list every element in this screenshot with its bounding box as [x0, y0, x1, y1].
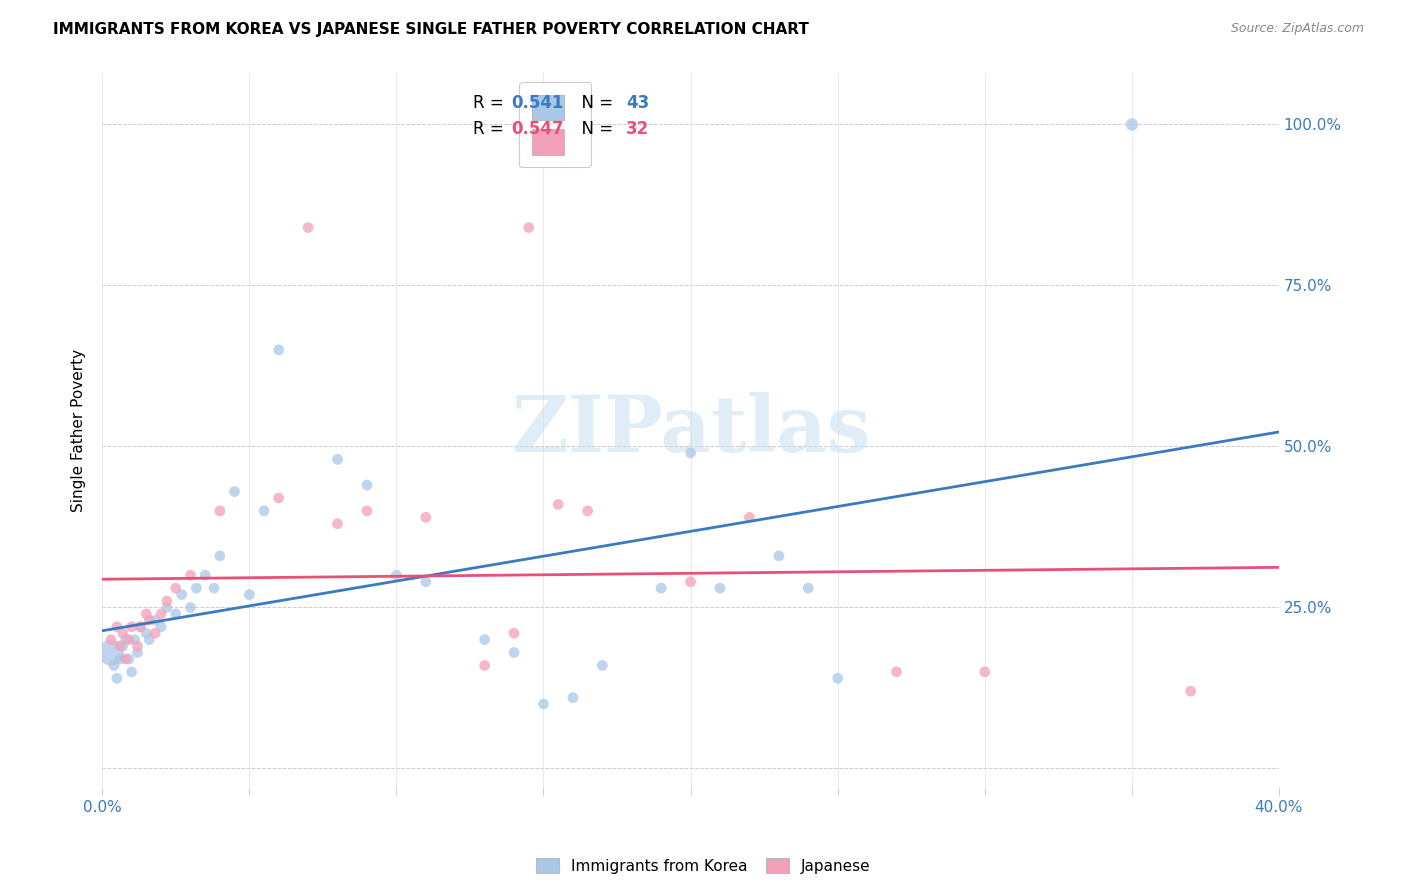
- Point: [1121, 118, 1143, 132]
- Text: N =: N =: [571, 94, 617, 112]
- Point: [224, 484, 246, 499]
- Point: [121, 620, 143, 634]
- Point: [105, 671, 128, 685]
- Point: [179, 600, 201, 615]
- Text: 0.541: 0.541: [512, 94, 564, 112]
- Point: [129, 620, 152, 634]
- Point: [118, 632, 141, 647]
- Point: [561, 690, 583, 705]
- Point: [105, 620, 128, 634]
- Point: [100, 632, 122, 647]
- Point: [135, 607, 157, 621]
- Point: [208, 504, 231, 518]
- Point: [503, 626, 526, 640]
- Point: [114, 652, 136, 666]
- Legend: Immigrants from Korea, Japanese: Immigrants from Korea, Japanese: [530, 852, 876, 880]
- Point: [118, 652, 141, 666]
- Point: [679, 574, 702, 589]
- Point: [121, 665, 143, 679]
- Point: [208, 549, 231, 563]
- Point: [127, 646, 149, 660]
- Text: R =: R =: [472, 94, 509, 112]
- Point: [138, 632, 160, 647]
- Point: [297, 220, 319, 235]
- Point: [679, 446, 702, 460]
- Point: [267, 491, 290, 505]
- Point: [135, 626, 157, 640]
- Point: [143, 626, 166, 640]
- Point: [326, 452, 349, 467]
- Point: [1180, 684, 1202, 698]
- Point: [768, 549, 790, 563]
- Point: [156, 600, 179, 615]
- Point: [591, 658, 613, 673]
- Point: [503, 646, 526, 660]
- Point: [547, 497, 569, 511]
- Point: [165, 581, 187, 595]
- Point: [108, 652, 131, 666]
- Point: [150, 607, 173, 621]
- Text: R =: R =: [472, 120, 509, 137]
- Text: 32: 32: [626, 120, 650, 137]
- Point: [129, 620, 152, 634]
- Point: [827, 671, 849, 685]
- Point: [326, 516, 349, 531]
- Point: [127, 639, 149, 653]
- Point: [385, 568, 408, 582]
- Point: [124, 632, 146, 647]
- Point: [797, 581, 820, 595]
- Point: [238, 588, 260, 602]
- Point: [415, 510, 437, 524]
- Point: [108, 639, 131, 653]
- Point: [356, 478, 378, 492]
- Point: [474, 632, 496, 647]
- Point: [576, 504, 599, 518]
- Text: 0.547: 0.547: [512, 120, 564, 137]
- Text: Source: ZipAtlas.com: Source: ZipAtlas.com: [1230, 22, 1364, 36]
- Point: [973, 665, 995, 679]
- Point: [114, 632, 136, 647]
- Point: [267, 343, 290, 357]
- Y-axis label: Single Father Poverty: Single Father Poverty: [72, 349, 86, 512]
- Point: [170, 588, 193, 602]
- Point: [111, 639, 134, 653]
- Text: 43: 43: [626, 94, 650, 112]
- Point: [202, 581, 225, 595]
- Text: ZIPatlas: ZIPatlas: [510, 392, 870, 468]
- Point: [886, 665, 908, 679]
- Text: N =: N =: [571, 120, 617, 137]
- Point: [533, 697, 555, 711]
- Legend: , : ,: [519, 82, 592, 168]
- Point: [253, 504, 276, 518]
- Text: IMMIGRANTS FROM KOREA VS JAPANESE SINGLE FATHER POVERTY CORRELATION CHART: IMMIGRANTS FROM KOREA VS JAPANESE SINGLE…: [53, 22, 810, 37]
- Point: [356, 504, 378, 518]
- Point: [103, 658, 125, 673]
- Point: [650, 581, 672, 595]
- Point: [179, 568, 201, 582]
- Point: [156, 594, 179, 608]
- Point: [150, 620, 173, 634]
- Point: [517, 220, 540, 235]
- Point: [100, 646, 122, 660]
- Point: [415, 574, 437, 589]
- Point: [165, 607, 187, 621]
- Point: [194, 568, 217, 582]
- Point: [111, 626, 134, 640]
- Point: [143, 613, 166, 627]
- Point: [738, 510, 761, 524]
- Point: [138, 613, 160, 627]
- Point: [186, 581, 208, 595]
- Point: [474, 658, 496, 673]
- Point: [709, 581, 731, 595]
